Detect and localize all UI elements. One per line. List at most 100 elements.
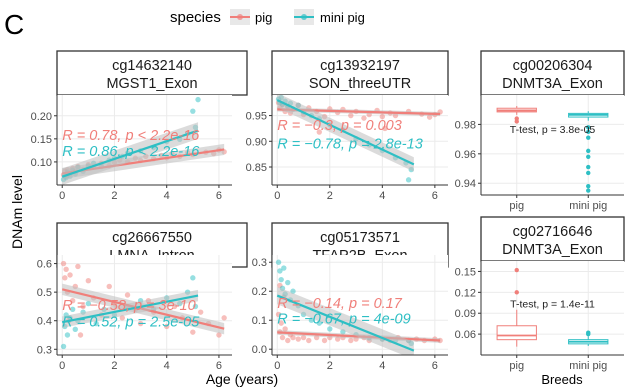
point-pig: [285, 337, 291, 344]
y-tick-label: 0.4: [37, 316, 52, 328]
strip-label: cg02716646: [513, 224, 593, 240]
x-tick-label: 2: [111, 360, 117, 372]
point-pig: [80, 303, 86, 310]
y-tick-label: 0.5: [37, 287, 52, 299]
point-pig: [197, 309, 204, 315]
point-pig: [295, 336, 301, 342]
y-axis-label: DNAm level: [9, 175, 25, 249]
point-mini-pig: [72, 326, 78, 332]
point-pig: [321, 337, 328, 344]
x-tick-label: 4: [164, 190, 170, 202]
correlation-annotation: R = −0.14, p = 0.17: [277, 296, 402, 312]
fit-line-mini-pig: [61, 129, 199, 178]
point-mini-pig: [316, 320, 322, 326]
legend: species pig mini pig: [170, 9, 365, 26]
y-tick-label: 0.96: [455, 149, 476, 161]
panel-letter: C: [4, 9, 24, 40]
point-pig: [306, 337, 312, 344]
point-mini-pig: [308, 317, 315, 323]
correlation-annotation: R = 0.86, p < 2.2e-16: [62, 144, 200, 160]
x-tick-label: 0: [274, 360, 280, 372]
point-pig: [361, 115, 367, 121]
outlier-point: [586, 188, 591, 193]
ttest-annotation: T-test, p = 1.4e-11: [510, 299, 595, 311]
ttest-annotation: T-test, p = 3.8e-05: [510, 124, 596, 136]
panel-cg00206304: cg00206304 DNMT3A_Exon 0.94 0.96 0.98 pig mini…: [455, 50, 625, 212]
point-mini-pig: [190, 275, 196, 281]
y-tick-label: 0.12: [455, 287, 476, 299]
y-tick-label: 0.2: [252, 286, 267, 298]
point-pig: [67, 272, 73, 278]
x-tick-label: 0: [274, 190, 280, 202]
strip-label: cg26667550: [112, 230, 192, 246]
x-axis-label-age: Age (years): [206, 371, 278, 387]
y-tick-label: 0.0: [252, 344, 267, 356]
point-pig: [382, 125, 388, 132]
plot-area: [275, 259, 443, 355]
y-tick-label: 0.98: [455, 119, 476, 131]
point-pig: [62, 275, 68, 281]
x-tick-label: 6: [216, 360, 222, 372]
plot-area: [60, 260, 227, 350]
strip-label: cg13932197: [320, 58, 400, 74]
outlier-point: [586, 154, 591, 159]
point-mini-pig: [60, 343, 67, 350]
correlation-annotation: R = −0.67, p = 4e-09: [277, 312, 410, 328]
x-tick-label: 6: [432, 190, 438, 202]
x-tick-label: 2: [111, 190, 117, 202]
y-tick-label: 0.20: [31, 111, 52, 123]
strip-label: cg14632140: [112, 58, 192, 74]
point-mini-pig: [85, 300, 92, 307]
point-pig: [282, 326, 288, 332]
point-pig: [106, 283, 112, 290]
point-pig: [348, 112, 354, 119]
strip-box: [271, 50, 449, 96]
panel-cg14632140: cg14632140 MGST1_Exon 0.10 0.15 0.20 0 2 4 6 R = …: [31, 50, 248, 202]
point-mini-pig: [93, 320, 99, 327]
x-axis-label-breeds: Breeds: [541, 372, 583, 387]
y-tick-label: 0.10: [31, 157, 52, 169]
x-tick-label: pig: [509, 360, 524, 372]
point-mini-pig: [69, 306, 76, 312]
point-pig: [69, 298, 76, 304]
fit-line-mini-pig: [276, 99, 415, 166]
panel-cg13932197: cg13932197 SON_threeUTR 0.85 0.90 0.95 0 2 4 6 R …: [246, 50, 449, 202]
y-tick-label: 0.6: [37, 259, 52, 271]
x-tick-label: 4: [379, 190, 385, 202]
strip-label: MGST1_Exon: [106, 76, 197, 92]
point-pig: [300, 334, 307, 341]
legend-title: species: [170, 9, 221, 26]
plot-area: [60, 96, 227, 185]
x-tick-label: 6: [432, 360, 438, 372]
point-pig: [278, 320, 284, 326]
outlier-point: [586, 125, 591, 130]
x-tick-label: 2: [327, 190, 333, 202]
point-pig: [348, 337, 354, 344]
legend-label-mini-pig: mini pig: [320, 10, 365, 25]
y-tick-label: 0.15: [31, 134, 52, 146]
legend-key-point: [237, 14, 243, 20]
outlier-point: [586, 148, 591, 154]
point-mini-pig: [405, 177, 412, 183]
point-pig: [279, 334, 286, 341]
point-mini-pig: [190, 108, 196, 114]
correlation-annotation: R = −0.58, p = 3e-10: [62, 298, 195, 314]
outlier-point: [514, 267, 519, 273]
strip-label: cg00206304: [513, 58, 593, 74]
fit-line-mini-pig: [62, 294, 199, 324]
point-pig: [75, 263, 81, 270]
outlier-point: [586, 164, 591, 170]
point-pig: [60, 260, 67, 267]
point-pig: [85, 278, 92, 284]
y-tick-label: 0.06: [455, 329, 476, 341]
legend-key-mini-pig: [294, 9, 314, 25]
point-pig: [379, 113, 386, 120]
point-pig: [119, 315, 125, 321]
y-tick-label: 0.15: [455, 266, 476, 278]
strip-label: SON_threeUTR: [309, 76, 411, 92]
x-tick-label: 0: [59, 190, 65, 202]
y-tick-label: 0.1: [252, 315, 267, 327]
strip-label: cg05173571: [320, 230, 400, 246]
y-tick-label: 0.3: [37, 344, 52, 356]
